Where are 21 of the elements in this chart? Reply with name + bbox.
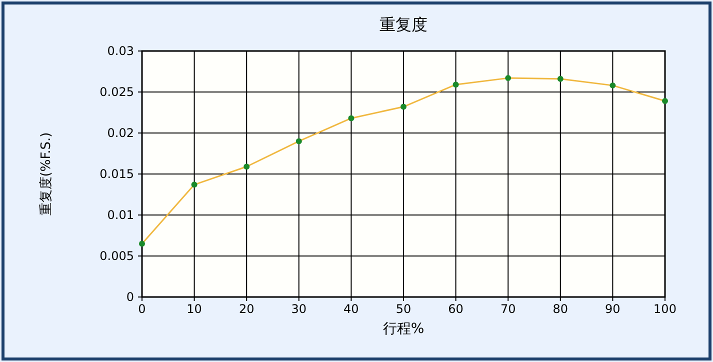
x-axis-title: 行程% bbox=[382, 321, 424, 337]
y-tick-label: 0.03 bbox=[107, 44, 134, 58]
x-tick-label: 90 bbox=[605, 302, 620, 316]
x-tick-label: 10 bbox=[186, 302, 202, 316]
y-tick-label: 0.025 bbox=[100, 85, 134, 99]
x-tick-label: 100 bbox=[654, 302, 676, 316]
x-tick-label: 50 bbox=[396, 302, 412, 316]
y-tick-label: 0.005 bbox=[100, 249, 134, 263]
y-axis-title: 重复度(%F.S.) bbox=[38, 132, 54, 216]
chart-title: 重复度 bbox=[380, 15, 428, 34]
x-tick-label: 80 bbox=[552, 302, 568, 316]
x-tick-label: 40 bbox=[344, 302, 359, 316]
x-tick-label: 70 bbox=[500, 302, 516, 316]
y-tick-label: 0.015 bbox=[100, 167, 134, 181]
x-tick-label: 0 bbox=[138, 302, 146, 316]
y-tick-label: 0.02 bbox=[107, 126, 134, 140]
y-tick-label: 0.01 bbox=[107, 208, 134, 222]
x-tick-label: 30 bbox=[291, 302, 307, 316]
y-tick-label: 0 bbox=[126, 290, 134, 304]
x-tick-label: 20 bbox=[238, 302, 254, 316]
x-tick-label: 60 bbox=[448, 302, 464, 316]
